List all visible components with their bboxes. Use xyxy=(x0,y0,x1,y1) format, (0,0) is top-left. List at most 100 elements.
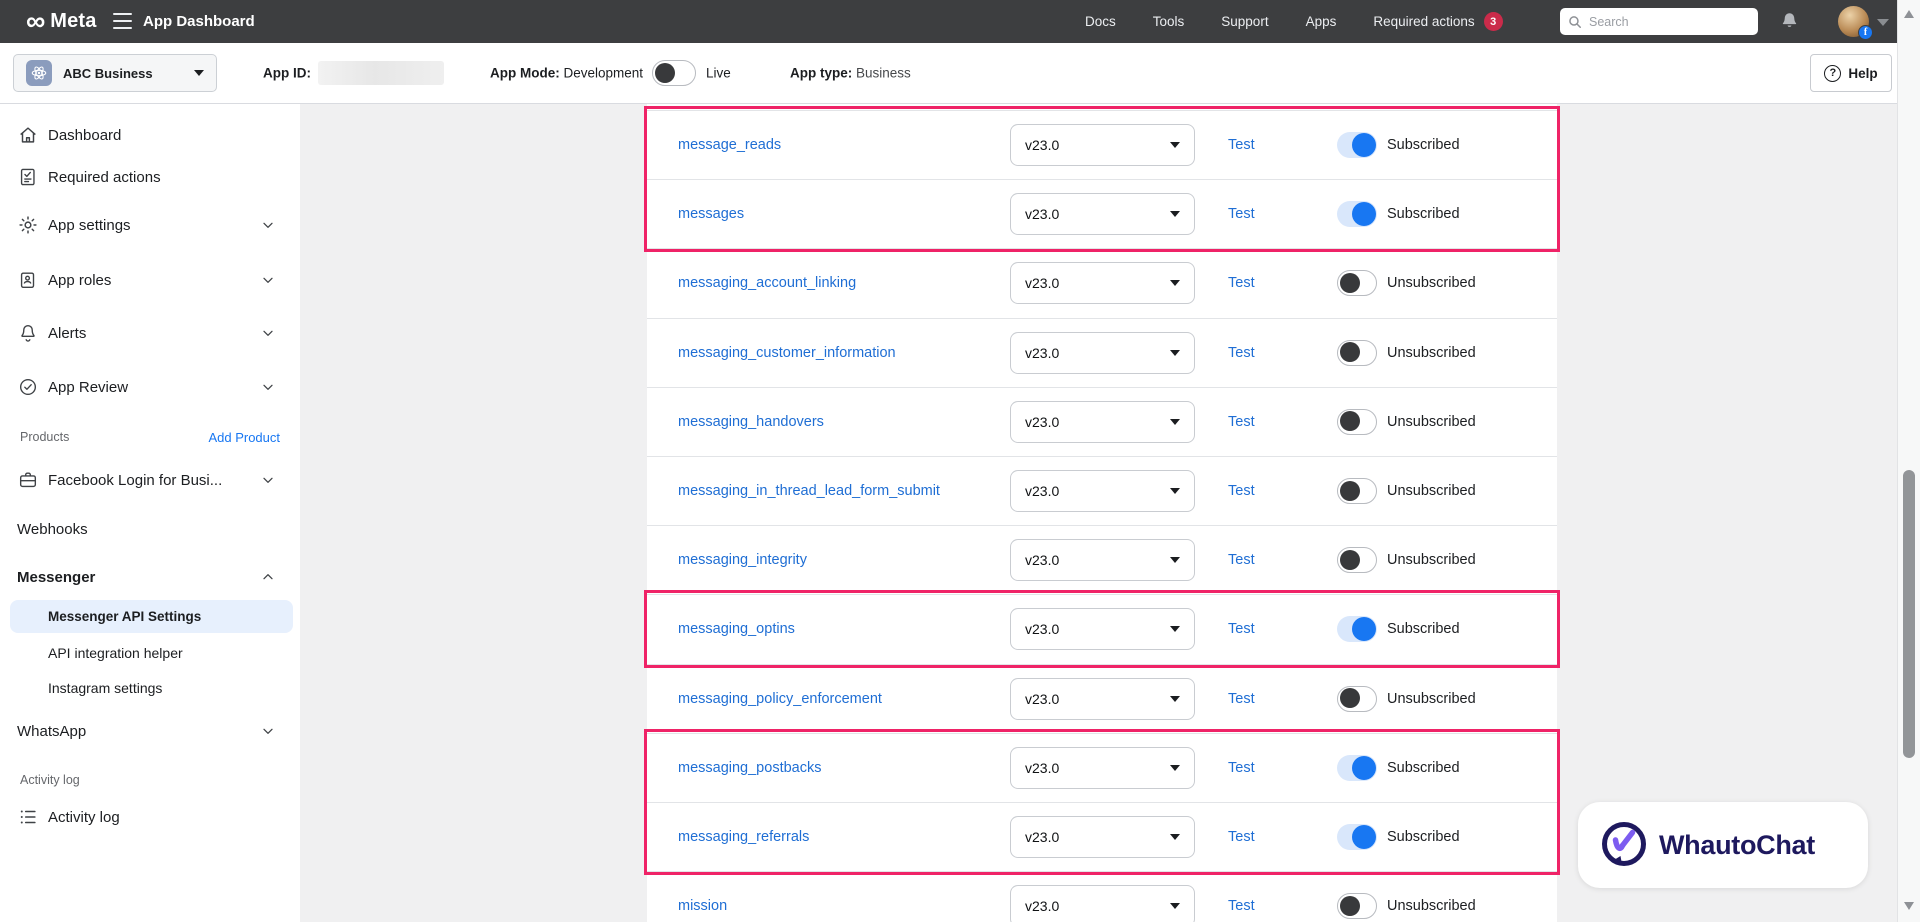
version-select[interactable]: v23.0 xyxy=(1010,332,1195,374)
version-select[interactable]: v23.0 xyxy=(1010,816,1195,858)
search-icon xyxy=(1568,15,1582,29)
toggle-knob xyxy=(1340,481,1360,501)
field-name-link[interactable]: mission xyxy=(678,898,727,914)
nav-required-actions-link[interactable]: Required actions 3 xyxy=(1373,12,1502,31)
messenger-section-label: Messenger xyxy=(17,569,95,586)
app-switcher-dropdown[interactable]: ABC Business xyxy=(13,54,217,92)
subscription-toggle[interactable] xyxy=(1337,270,1377,296)
sidebar-item-dashboard[interactable]: Dashboard xyxy=(0,120,300,150)
field-name-link[interactable]: messaging_policy_enforcement xyxy=(678,691,882,707)
test-button[interactable]: Test xyxy=(1228,483,1255,499)
briefcase-icon xyxy=(16,468,40,492)
test-button[interactable]: Test xyxy=(1228,760,1255,776)
version-select[interactable]: v23.0 xyxy=(1010,401,1195,443)
test-button[interactable]: Test xyxy=(1228,552,1255,568)
user-avatar[interactable]: f xyxy=(1838,6,1869,37)
sidebar-item-app-review[interactable]: App Review xyxy=(0,372,300,402)
sidebar-item-activity-log[interactable]: Activity log xyxy=(0,802,300,832)
subscription-toggle[interactable] xyxy=(1337,616,1377,642)
nav-tools-link[interactable]: Tools xyxy=(1153,14,1185,29)
version-value: v23.0 xyxy=(1025,206,1059,222)
subscription-toggle[interactable] xyxy=(1337,893,1377,919)
field-name-link[interactable]: messaging_account_linking xyxy=(678,275,856,291)
test-button[interactable]: Test xyxy=(1228,691,1255,707)
field-name-link[interactable]: messaging_referrals xyxy=(678,829,809,845)
account-menu-caret-icon[interactable] xyxy=(1877,19,1889,26)
sidebar-item-app-settings[interactable]: App settings xyxy=(0,210,300,240)
scrollbar-thumb[interactable] xyxy=(1903,470,1915,758)
field-name-link[interactable]: messaging_postbacks xyxy=(678,760,821,776)
subscription-toggle[interactable] xyxy=(1337,755,1377,781)
test-button[interactable]: Test xyxy=(1228,829,1255,845)
sidebar-item-required-actions[interactable]: Required actions xyxy=(0,162,300,192)
test-button[interactable]: Test xyxy=(1228,621,1255,637)
page-scrollbar[interactable] xyxy=(1897,0,1920,922)
field-name-link[interactable]: messages xyxy=(678,206,744,222)
subscription-toggle[interactable] xyxy=(1337,340,1377,366)
nav-apps-link[interactable]: Apps xyxy=(1306,14,1337,29)
sidebar-item-label: Dashboard xyxy=(48,127,121,144)
subscription-status-label: Unsubscribed xyxy=(1387,275,1476,291)
sidebar-item-api-integration-helper[interactable]: API integration helper xyxy=(48,645,183,661)
scroll-up-arrow-icon[interactable] xyxy=(1904,10,1914,18)
subscription-toggle[interactable] xyxy=(1337,478,1377,504)
version-select[interactable]: v23.0 xyxy=(1010,193,1195,235)
version-select[interactable]: v23.0 xyxy=(1010,747,1195,789)
subscription-toggle[interactable] xyxy=(1337,132,1377,158)
top-navbar: ∞ Meta App Dashboard Docs Tools Support … xyxy=(0,0,1920,43)
test-button[interactable]: Test xyxy=(1228,898,1255,914)
field-name-link[interactable]: messaging_optins xyxy=(678,621,795,637)
hamburger-menu-icon[interactable] xyxy=(113,13,132,29)
field-name-link[interactable]: message_reads xyxy=(678,137,781,153)
app-mode-toggle[interactable] xyxy=(652,60,696,86)
version-value: v23.0 xyxy=(1025,275,1059,291)
subscription-toggle[interactable] xyxy=(1337,201,1377,227)
bell-icon xyxy=(16,321,40,345)
version-select[interactable]: v23.0 xyxy=(1010,262,1195,304)
subscription-toggle[interactable] xyxy=(1337,547,1377,573)
field-name-link[interactable]: messaging_handovers xyxy=(678,414,824,430)
chevron-down-icon xyxy=(1170,557,1180,563)
app-type-label: App type: xyxy=(790,66,852,81)
nav-docs-link[interactable]: Docs xyxy=(1085,14,1116,29)
sidebar-item-alerts[interactable]: Alerts xyxy=(0,318,300,348)
scroll-down-arrow-icon[interactable] xyxy=(1904,902,1914,910)
test-button[interactable]: Test xyxy=(1228,137,1255,153)
app-id-redacted-value xyxy=(318,61,444,85)
sidebar-item-messenger-api-settings[interactable]: Messenger API Settings xyxy=(10,600,293,633)
version-select[interactable]: v23.0 xyxy=(1010,470,1195,512)
sidebar-item-app-roles[interactable]: App roles xyxy=(0,265,300,295)
sidebar-item-facebook-login[interactable]: Facebook Login for Busi... xyxy=(0,465,300,495)
test-button[interactable]: Test xyxy=(1228,275,1255,291)
sidebar-item-messenger[interactable]: Messenger xyxy=(0,562,300,592)
field-name-link[interactable]: messaging_integrity xyxy=(678,552,807,568)
field-name-link[interactable]: messaging_customer_information xyxy=(678,345,896,361)
subscription-toggle[interactable] xyxy=(1337,824,1377,850)
sidebar-item-webhooks[interactable]: Webhooks xyxy=(17,521,88,538)
test-button[interactable]: Test xyxy=(1228,414,1255,430)
search-input[interactable] xyxy=(1589,15,1750,29)
required-actions-count-badge: 3 xyxy=(1484,12,1503,31)
version-select[interactable]: v23.0 xyxy=(1010,608,1195,650)
test-button[interactable]: Test xyxy=(1228,345,1255,361)
test-button[interactable]: Test xyxy=(1228,206,1255,222)
notifications-bell-icon[interactable] xyxy=(1779,11,1800,37)
meta-logo[interactable]: ∞ Meta xyxy=(26,0,97,43)
version-select[interactable]: v23.0 xyxy=(1010,678,1195,720)
subscription-toggle[interactable] xyxy=(1337,686,1377,712)
table-row: messaging_customer_information v23.0 Tes… xyxy=(647,319,1557,388)
sidebar-item-instagram-settings[interactable]: Instagram settings xyxy=(48,680,162,696)
subscription-status-label: Subscribed xyxy=(1387,829,1460,845)
field-name-link[interactable]: messaging_in_thread_lead_form_submit xyxy=(678,483,940,499)
add-product-link[interactable]: Add Product xyxy=(208,430,280,445)
version-select[interactable]: v23.0 xyxy=(1010,539,1195,581)
sidebar-item-label: App Review xyxy=(48,379,128,396)
nav-support-link[interactable]: Support xyxy=(1221,14,1268,29)
toggle-knob xyxy=(1340,342,1360,362)
version-select[interactable]: v23.0 xyxy=(1010,885,1195,922)
subscription-toggle[interactable] xyxy=(1337,409,1377,435)
help-button[interactable]: ? Help xyxy=(1810,54,1892,92)
version-value: v23.0 xyxy=(1025,414,1059,430)
sidebar-item-whatsapp[interactable]: WhatsApp xyxy=(0,716,300,746)
version-select[interactable]: v23.0 xyxy=(1010,124,1195,166)
